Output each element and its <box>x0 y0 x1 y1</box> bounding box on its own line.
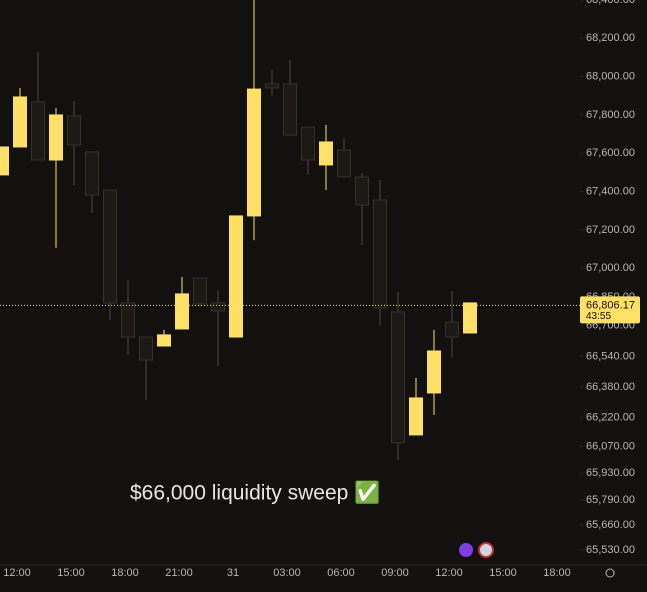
candle-body <box>229 215 243 338</box>
price-tag <box>580 296 640 324</box>
candle-body <box>175 293 189 330</box>
candle-body <box>247 88 261 217</box>
candle-body <box>355 176 369 206</box>
candle-body <box>373 199 387 309</box>
y-tick-label: 66,540.00 <box>586 350 635 362</box>
candle-body <box>445 321 459 338</box>
candle-body <box>301 126 315 161</box>
y-tick-label: 66,220.00 <box>586 412 635 424</box>
y-tick-label: 67,600.00 <box>586 147 635 159</box>
y-tick-label: 65,660.00 <box>586 519 635 531</box>
x-tick-label: 18:00 <box>543 567 571 579</box>
x-tick-label: 21:00 <box>165 567 193 579</box>
flag-icon <box>478 542 494 558</box>
x-tick-label: 18:00 <box>111 567 139 579</box>
price-tag-label: 66,806.17 <box>586 299 635 311</box>
x-tick-label: 03:00 <box>273 567 301 579</box>
candle-body <box>337 149 351 178</box>
candle-body <box>157 334 171 347</box>
y-tick-label: 68,400.00 <box>586 0 635 6</box>
y-tick-label: 65,530.00 <box>586 544 635 556</box>
x-tick-label: 09:00 <box>381 567 409 579</box>
y-tick-label: 66,070.00 <box>586 440 635 452</box>
y-tick-label: 68,200.00 <box>586 32 635 44</box>
candle-body <box>121 302 135 338</box>
y-tick-label: 65,790.00 <box>586 494 635 506</box>
candle-body <box>463 302 477 334</box>
x-tick-label: 15:00 <box>57 567 85 579</box>
settings-icon[interactable] <box>605 568 615 578</box>
candle-body <box>211 302 225 312</box>
candle-body <box>319 141 333 166</box>
candle-body <box>103 189 117 304</box>
candle-body <box>283 83 297 136</box>
candle-body <box>265 83 279 89</box>
candle-body <box>67 115 81 146</box>
y-tick-label: 67,800.00 <box>586 109 635 121</box>
y-tick-label: 67,000.00 <box>586 262 635 274</box>
candle-body <box>391 311 405 444</box>
candle-body <box>409 397 423 436</box>
y-tick-label: 67,200.00 <box>586 224 635 236</box>
candle-body <box>31 101 45 161</box>
x-tick-label: 12:00 <box>435 567 463 579</box>
candle-body <box>13 96 27 148</box>
candle-body <box>0 146 9 176</box>
candle-body <box>49 114 63 161</box>
event-icon <box>459 543 473 557</box>
x-tick-label: 15:00 <box>489 567 517 579</box>
candle-body <box>139 336 153 361</box>
candle-body <box>193 277 207 305</box>
countdown-label: 43:55 <box>586 311 611 322</box>
y-tick-label: 66,380.00 <box>586 381 635 393</box>
y-tick-label: 67,400.00 <box>586 185 635 197</box>
x-tick-label: 31 <box>227 567 239 579</box>
x-tick-label: 12:00 <box>3 567 31 579</box>
x-tick-label: 06:00 <box>327 567 355 579</box>
y-tick-label: 68,000.00 <box>586 71 635 83</box>
candle-body <box>427 350 441 394</box>
annotation: $66,000 liquidity sweep ✅ <box>130 480 380 505</box>
candle-body <box>85 151 99 196</box>
y-tick-label: 65,930.00 <box>586 467 635 479</box>
